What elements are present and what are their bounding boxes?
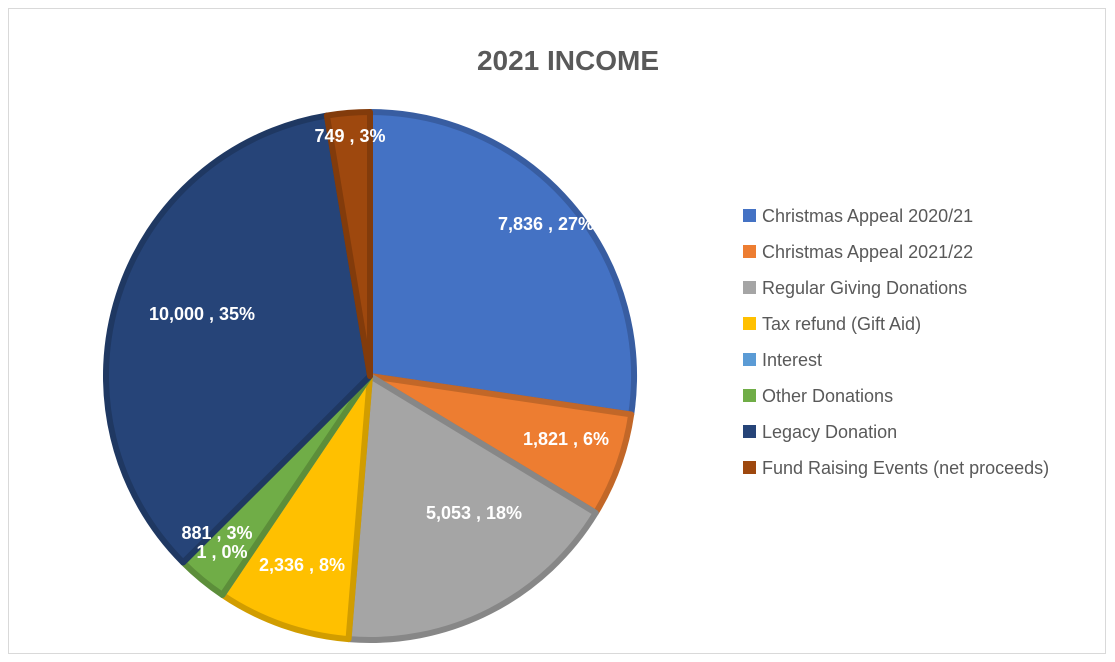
pie-slice-3	[345, 373, 599, 643]
legend-label-5: Interest	[762, 350, 822, 370]
legend-label-1: Christmas Appeal 2020/21	[762, 206, 973, 226]
legend: Christmas Appeal 2020/21 Christmas Appeal…	[743, 206, 1049, 478]
legend-swatch-7	[743, 425, 756, 438]
legend-swatch-5	[743, 353, 756, 366]
legend-label-4: Tax refund (Gift Aid)	[762, 314, 921, 334]
legend-swatch-6	[743, 389, 756, 402]
legend-swatch-2	[743, 245, 756, 258]
data-label-4: 2,336 , 8%	[259, 555, 345, 575]
data-label-7: 10,000 , 35%	[149, 304, 255, 324]
legend-swatch-8	[743, 461, 756, 474]
pie-slice-1	[367, 109, 637, 418]
data-label-8: 749 , 3%	[314, 126, 385, 146]
legend-swatch-1	[743, 209, 756, 222]
pie-slices	[103, 109, 637, 643]
legend-label-3: Regular Giving Donations	[762, 278, 967, 298]
pie-slice-4	[219, 373, 373, 643]
chart-title: 2021 INCOME	[477, 45, 659, 76]
legend-swatch-4	[743, 317, 756, 330]
legend-swatch-3	[743, 281, 756, 294]
data-label-1: 7,836 , 27%	[498, 214, 594, 234]
legend-label-7: Legacy Donation	[762, 422, 897, 442]
legend-label-8: Fund Raising Events (net proceeds)	[762, 458, 1049, 478]
legend-label-2: Christmas Appeal 2021/22	[762, 242, 973, 262]
data-label-5: 1 , 0%	[196, 542, 247, 562]
data-label-6: 881 , 3%	[181, 523, 252, 543]
legend-label-6: Other Donations	[762, 386, 893, 406]
data-label-3: 5,053 , 18%	[426, 503, 522, 523]
pie-slice-8	[323, 109, 373, 379]
data-labels: 7,836 , 27% 1,821 , 6% 5,053 , 18% 2,336 , …	[149, 126, 609, 575]
pie-slice-7	[103, 112, 373, 566]
data-label-2: 1,821 , 6%	[523, 429, 609, 449]
